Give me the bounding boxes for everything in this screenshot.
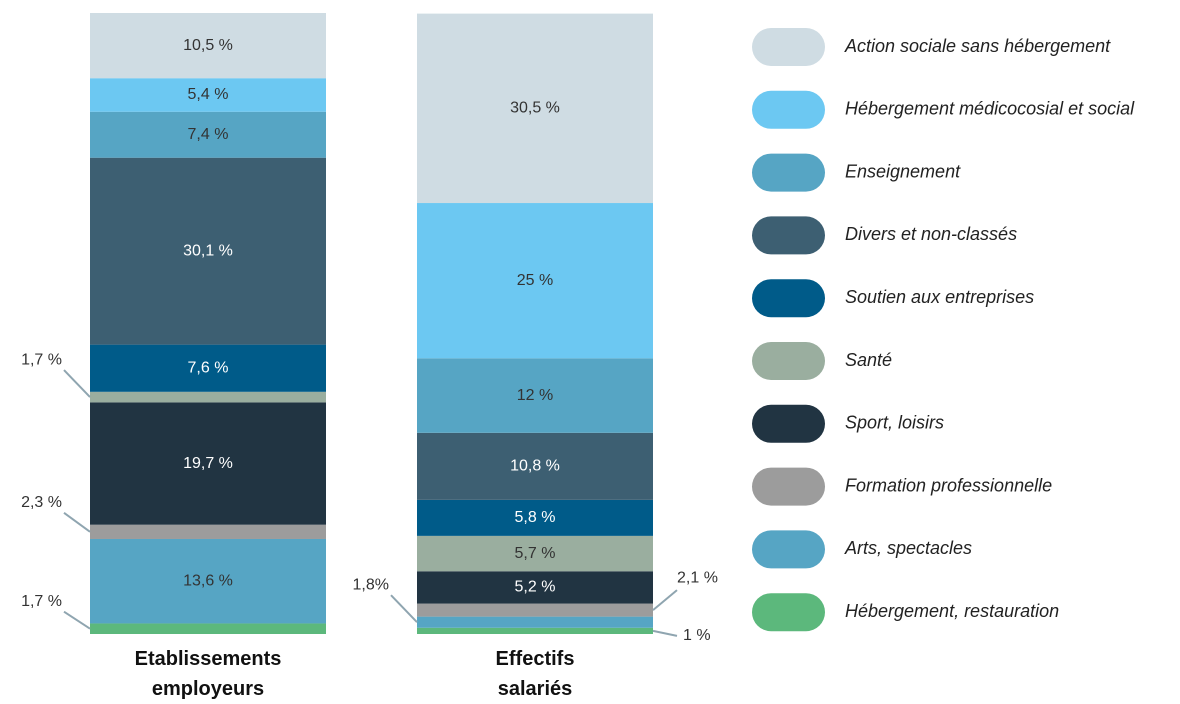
- legend-swatch: [752, 530, 825, 569]
- legend-swatch: [752, 90, 825, 129]
- value-label: 10,8 %: [510, 458, 560, 475]
- leader-line: [63, 369, 91, 398]
- value-label: 13,6 %: [183, 572, 233, 589]
- legend-swatch: [752, 216, 825, 255]
- legend-swatch: [752, 153, 825, 192]
- legend-swatch: [752, 467, 825, 506]
- bar-segment: [417, 13, 653, 204]
- legend-label: Action sociale sans hébergement: [844, 36, 1111, 56]
- leader-line: [63, 512, 91, 533]
- bar-segment: [90, 13, 326, 79]
- value-label: 19,7 %: [183, 455, 233, 472]
- value-label: 5,8 %: [515, 509, 556, 526]
- bar-segment: [90, 391, 326, 403]
- bar-segment: [417, 499, 653, 536]
- category-label: Etablissements employeurs: [134, 648, 282, 700]
- legend-label: Hébergement, restauration: [845, 601, 1059, 621]
- value-label: 7,4 %: [188, 126, 229, 143]
- legend-label: Hébergement médicocosial et social: [845, 99, 1135, 119]
- value-label: 1 %: [683, 627, 711, 644]
- legend-label: Santé: [845, 350, 892, 370]
- bar-segment: [417, 358, 653, 433]
- bar-segment: [90, 157, 326, 345]
- bar-segment: [417, 627, 653, 634]
- bar-segment: [417, 432, 653, 500]
- legend-swatch: [752, 342, 825, 380]
- value-label: 5,2 %: [515, 579, 556, 596]
- value-label: 1,8%: [353, 576, 389, 593]
- value-label: 5,4 %: [188, 86, 229, 103]
- category-label: Effectifs salariés: [495, 648, 575, 700]
- bar-segment: [90, 623, 326, 634]
- legend-label: Formation professionnelle: [845, 475, 1052, 495]
- bar-segment: [417, 535, 653, 572]
- leader-line: [390, 594, 418, 623]
- legend-label: Soutien aux entreprises: [845, 287, 1034, 307]
- bar-segment: [90, 344, 326, 392]
- bar-segment: [417, 616, 653, 628]
- legend-label: Divers et non-classés: [845, 224, 1017, 244]
- value-label: 12 %: [517, 387, 553, 404]
- legend-swatch: [752, 28, 825, 66]
- bar-segment: [90, 402, 326, 525]
- bar-segment: [417, 571, 653, 604]
- legend-swatch: [752, 279, 825, 318]
- leader-line: [652, 629, 678, 637]
- legend-label: Sport, loisirs: [845, 413, 944, 433]
- value-label: 1,7 %: [21, 593, 62, 610]
- bar-segment: [417, 603, 653, 617]
- legend-swatch: [752, 404, 825, 443]
- value-label: 5,7 %: [515, 545, 556, 562]
- leader-line: [63, 610, 91, 630]
- value-label: 2,1 %: [677, 569, 718, 586]
- value-label: 2,3 %: [21, 494, 62, 511]
- value-label: 30,5 %: [510, 100, 560, 117]
- bar-segment: [90, 538, 326, 624]
- bar-segment: [90, 111, 326, 158]
- value-label: 10,5 %: [183, 37, 233, 54]
- leader-line: [652, 589, 678, 611]
- bar-segment: [90, 524, 326, 539]
- value-label: 1,7 %: [21, 351, 62, 368]
- value-label: 30,1 %: [183, 242, 233, 259]
- value-label: 7,6 %: [188, 359, 229, 376]
- legend-label: Arts, spectacles: [844, 538, 972, 558]
- value-label: 25 %: [517, 272, 553, 289]
- bar-segment: [417, 203, 653, 359]
- legend-swatch: [752, 593, 825, 632]
- bar-segment: [90, 78, 326, 112]
- legend-label: Enseignement: [845, 161, 961, 181]
